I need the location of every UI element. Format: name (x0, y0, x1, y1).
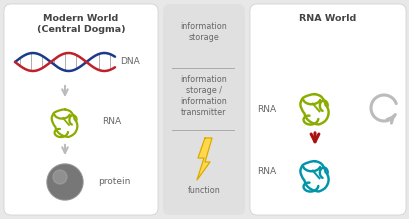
Text: RNA: RNA (256, 106, 275, 115)
Circle shape (48, 165, 82, 199)
Text: DNA: DNA (120, 58, 139, 67)
Text: function: function (187, 186, 220, 195)
Text: Modern World
(Central Dogma): Modern World (Central Dogma) (36, 14, 125, 34)
Circle shape (53, 170, 67, 184)
FancyBboxPatch shape (163, 4, 245, 215)
Polygon shape (196, 138, 211, 180)
Text: RNA: RNA (256, 168, 275, 177)
Text: protein: protein (98, 178, 130, 187)
Text: information
storage: information storage (180, 22, 227, 42)
Text: information
storage /
information
transmitter: information storage / information transm… (180, 75, 227, 117)
FancyBboxPatch shape (249, 4, 405, 215)
Circle shape (47, 164, 83, 200)
Text: RNA World: RNA World (299, 14, 356, 23)
FancyBboxPatch shape (4, 4, 157, 215)
Text: RNA: RNA (102, 118, 121, 127)
